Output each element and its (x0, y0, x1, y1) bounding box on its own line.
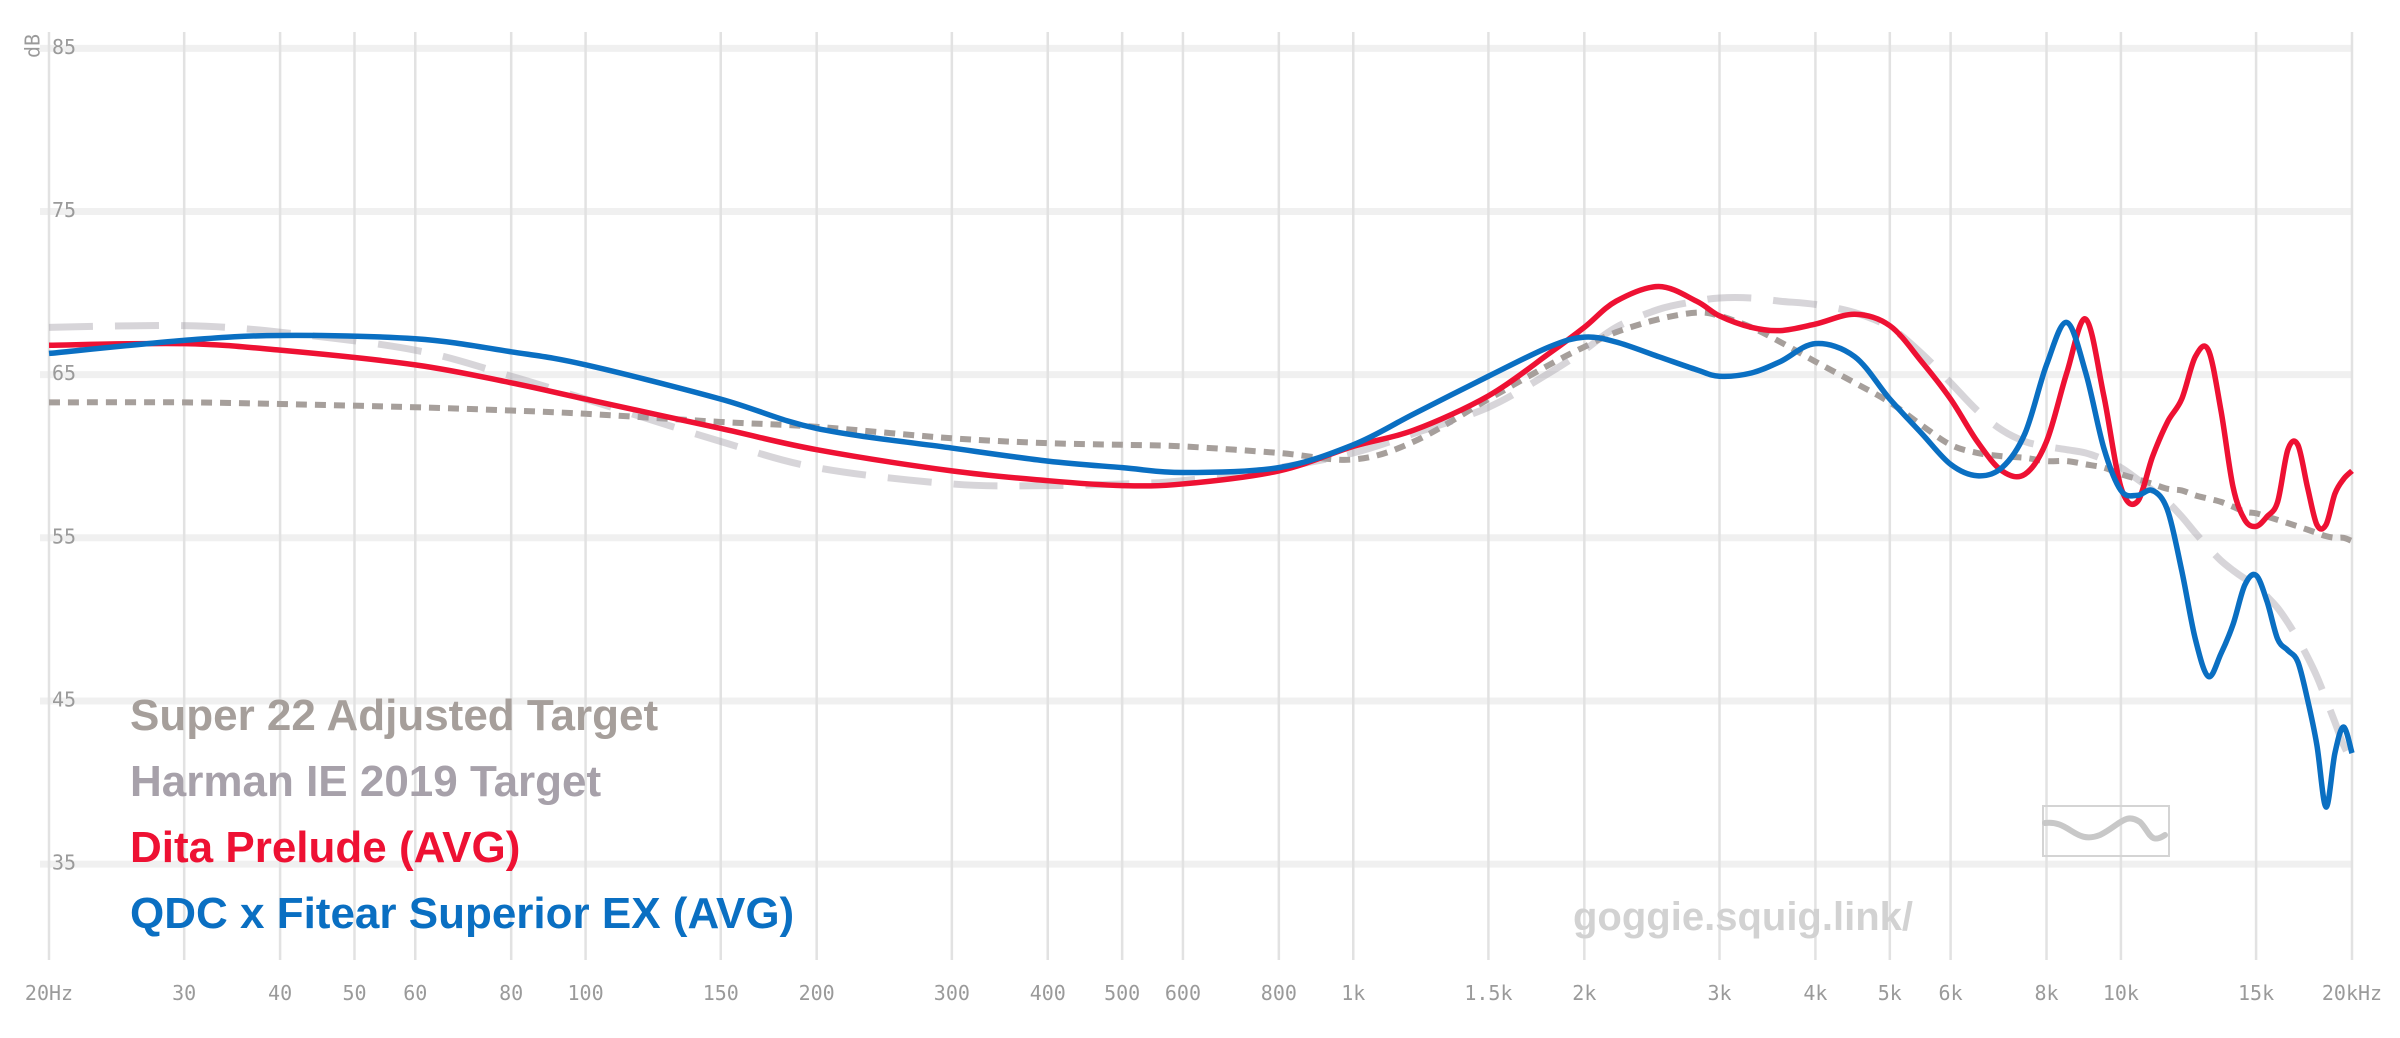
y-tick-label: 85 (52, 35, 76, 59)
y-tick-label: 35 (52, 851, 76, 875)
x-tick-label: 800 (1261, 981, 1297, 1005)
legend-entry: Super 22 Adjusted Target (130, 691, 658, 740)
x-tick-label: 30 (172, 981, 196, 1005)
legend-entry: QDC x Fitear Superior EX (AVG) (130, 889, 794, 938)
x-tick-label: 50 (342, 981, 366, 1005)
x-tick-label: 100 (568, 981, 604, 1005)
x-tick-label: 5k (1878, 981, 1902, 1005)
y-tick-label: 55 (52, 524, 76, 548)
x-tick-label: 2k (1572, 981, 1596, 1005)
x-tick-label: 4k (1803, 981, 1827, 1005)
x-tick-label: 600 (1165, 981, 1201, 1005)
x-tick-label: 3k (1707, 981, 1731, 1005)
x-tick-label: 80 (499, 981, 523, 1005)
y-tick-label: 45 (52, 687, 76, 711)
series-line (48, 319, 2355, 810)
x-tick-label: 300 (934, 981, 970, 1005)
grid: 35 45 55 65 75 85 20Hz 30 40 50 60 80 100 150 200 300 40… (25, 32, 2382, 1005)
x-tick-label: 400 (1030, 981, 1066, 1005)
legend-entry: Dita Prelude (AVG) (130, 823, 520, 872)
x-tick-label: 150 (703, 981, 739, 1005)
x-tick-label: 8k (2034, 981, 2058, 1005)
x-tick-label: 20kHz (2322, 981, 2382, 1005)
y-tick-label: 65 (52, 361, 76, 385)
x-tick-label: 40 (268, 981, 292, 1005)
legend: Super 22 Adjusted Target Harman IE 2019 T… (130, 691, 794, 938)
icon-frame (2042, 805, 2170, 857)
x-tick-label: 20Hz (25, 981, 73, 1005)
y-axis-label: dB (21, 34, 45, 58)
x-tick-label: 10k (2103, 981, 2139, 1005)
legend-entry: Harman IE 2019 Target (130, 757, 602, 806)
x-tick-label: 15k (2238, 981, 2274, 1005)
icon-wave (2042, 815, 2168, 842)
x-tick-label: 500 (1104, 981, 1140, 1005)
x-tick-label: 200 (799, 981, 835, 1005)
y-tick-label: 75 (52, 198, 76, 222)
series-line (48, 283, 2354, 532)
plot (48, 283, 2356, 810)
smoothing-icon (2042, 805, 2170, 857)
x-tick-label: 1k (1341, 981, 1365, 1005)
x-tick-label: 6k (1939, 981, 1963, 1005)
x-tick-label: 1.5k (1464, 981, 1512, 1005)
x-tick-label: 60 (403, 981, 427, 1005)
watermark: goggie.squig.link/ (1573, 895, 1913, 939)
